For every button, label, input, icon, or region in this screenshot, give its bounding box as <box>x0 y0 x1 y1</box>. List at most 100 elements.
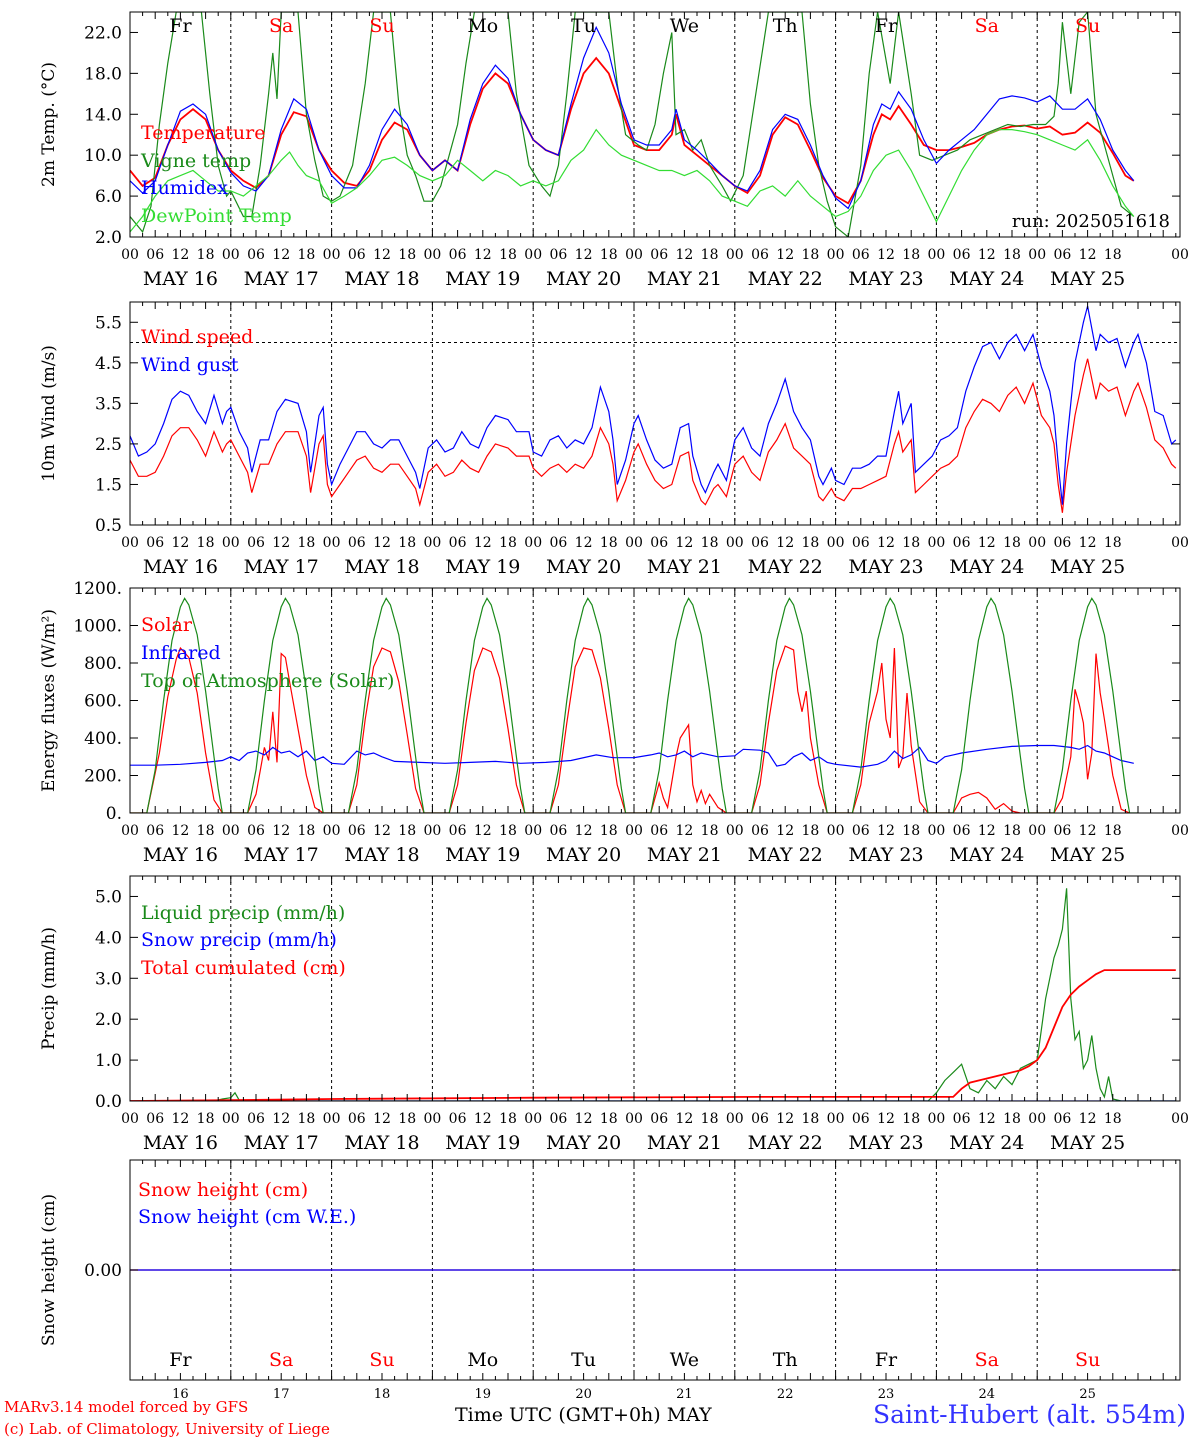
hour-tick-label: 00 <box>121 247 139 263</box>
hour-tick-label: 12 <box>978 1111 996 1127</box>
hour-tick-label: 06 <box>852 823 870 839</box>
series-line <box>130 645 1130 813</box>
hour-tick-label: 18 <box>499 535 517 551</box>
date-label: MAY 17 <box>244 556 319 578</box>
date-label: MAY 21 <box>647 1132 722 1154</box>
hour-tick-label: 06 <box>449 247 467 263</box>
day-letter: Tu <box>571 1349 596 1371</box>
hour-tick-label: 00 <box>827 1111 845 1127</box>
hour-tick-label: 12 <box>776 535 794 551</box>
hour-tick-label: 06 <box>247 247 265 263</box>
hour-tick-label: 06 <box>247 535 265 551</box>
date-label: MAY 25 <box>1050 556 1125 578</box>
hour-tick-label: 00 <box>121 1111 139 1127</box>
hour-tick-label: 00 <box>222 535 240 551</box>
hour-tick-label: 06 <box>549 535 567 551</box>
hour-tick-label: 18 <box>197 247 215 263</box>
day-letter: Mo <box>467 15 498 37</box>
hour-tick-label: 00 <box>323 247 341 263</box>
date-label: MAY 22 <box>748 1132 823 1154</box>
hour-tick-label: 12 <box>171 535 189 551</box>
date-label: MAY 21 <box>647 556 722 578</box>
date-label: MAY 19 <box>445 1132 520 1154</box>
hour-tick-label: 00 <box>827 535 845 551</box>
hour-tick-label: 00 <box>121 535 139 551</box>
date-label: MAY 25 <box>1050 844 1125 866</box>
x-axis-month: MAY <box>666 1404 712 1426</box>
date-label: MAY 18 <box>344 268 419 290</box>
y-tick-label: 4.0 <box>95 928 122 948</box>
hour-tick-label: 06 <box>751 1111 769 1127</box>
hour-tick-label: 00 <box>524 535 542 551</box>
hour-tick-label: 12 <box>776 247 794 263</box>
hour-tick-label: 18 <box>297 1111 315 1127</box>
y-tick-label: 3.5 <box>95 394 122 414</box>
hour-tick-label: 18 <box>701 247 719 263</box>
hour-tick-label: 06 <box>348 535 366 551</box>
hour-tick-label: 06 <box>247 823 265 839</box>
date-label: MAY 21 <box>647 268 722 290</box>
hour-tick-label: 12 <box>675 247 693 263</box>
hour-tick-label: 12 <box>474 247 492 263</box>
y-tick-label: 800. <box>84 654 122 674</box>
day-letter: Fr <box>875 15 898 37</box>
hour-tick-label: 06 <box>1053 247 1071 263</box>
date-label: MAY 20 <box>546 1132 621 1154</box>
hour-tick-label: 18 <box>1104 535 1122 551</box>
x-axis-title: Time UTC (GMT+0h) MAY <box>455 1404 712 1426</box>
day-letter: Su <box>369 15 394 37</box>
series-line <box>130 25 1135 210</box>
hour-tick-label: 06 <box>953 535 971 551</box>
hour-tick-label: 18 <box>197 823 215 839</box>
y-tick-label: 3.0 <box>95 969 122 989</box>
date-label: MAY 16 <box>143 556 218 578</box>
y-axis-label: 10m Wind (m/s) <box>39 345 59 482</box>
hour-tick-label: 12 <box>171 247 189 263</box>
hour-tick-label: 06 <box>348 247 366 263</box>
hour-tick-label: 00 <box>927 1111 945 1127</box>
hour-tick-label: 12 <box>272 535 290 551</box>
hour-tick-label: 12 <box>675 1111 693 1127</box>
day-letter: Sa <box>975 1349 999 1371</box>
day-number: 17 <box>273 1387 290 1400</box>
hour-tick-label: 00 <box>1028 823 1046 839</box>
day-number: 23 <box>878 1387 895 1400</box>
hour-tick-label: 12 <box>474 535 492 551</box>
hour-tick-label: 18 <box>902 823 920 839</box>
hour-tick-label: 06 <box>650 247 668 263</box>
day-letter: Sa <box>269 15 293 37</box>
hour-tick-label: 18 <box>600 247 618 263</box>
date-label: MAY 20 <box>546 844 621 866</box>
hour-tick-label: 00 <box>1171 535 1189 551</box>
y-tick-label: 400. <box>84 729 122 749</box>
hour-tick-label: 06 <box>852 535 870 551</box>
hour-tick-label: 18 <box>1003 823 1021 839</box>
date-label: MAY 22 <box>748 844 823 866</box>
hour-tick-label: 00 <box>423 823 441 839</box>
x-axis-title-text: Time UTC (GMT+0h) <box>455 1404 661 1426</box>
day-number: 16 <box>172 1387 189 1400</box>
date-label: MAY 16 <box>143 1132 218 1154</box>
day-letter: Th <box>773 1349 798 1371</box>
hour-tick-label: 12 <box>272 1111 290 1127</box>
hour-tick-label: 12 <box>877 535 895 551</box>
hour-tick-label: 00 <box>1028 535 1046 551</box>
date-label: MAY 17 <box>244 268 319 290</box>
y-tick-label: 2.0 <box>95 228 122 248</box>
hour-tick-label: 00 <box>323 1111 341 1127</box>
panel-frame <box>129 301 1181 526</box>
hour-tick-label: 00 <box>222 1111 240 1127</box>
day-number: 21 <box>676 1387 693 1400</box>
series-line <box>130 597 1138 813</box>
y-tick-label: 2.5 <box>95 435 122 455</box>
hour-tick-label: 18 <box>1104 1111 1122 1127</box>
hour-tick-label: 18 <box>197 535 215 551</box>
series-line <box>130 12 1135 237</box>
y-tick-label: 0.5 <box>95 516 122 536</box>
y-axis-label: 2m Temp. (°C) <box>39 62 59 187</box>
hour-tick-label: 18 <box>701 823 719 839</box>
series-line <box>130 358 1177 513</box>
hour-tick-label: 12 <box>171 823 189 839</box>
hour-tick-label: 00 <box>726 823 744 839</box>
hour-tick-label: 12 <box>978 247 996 263</box>
